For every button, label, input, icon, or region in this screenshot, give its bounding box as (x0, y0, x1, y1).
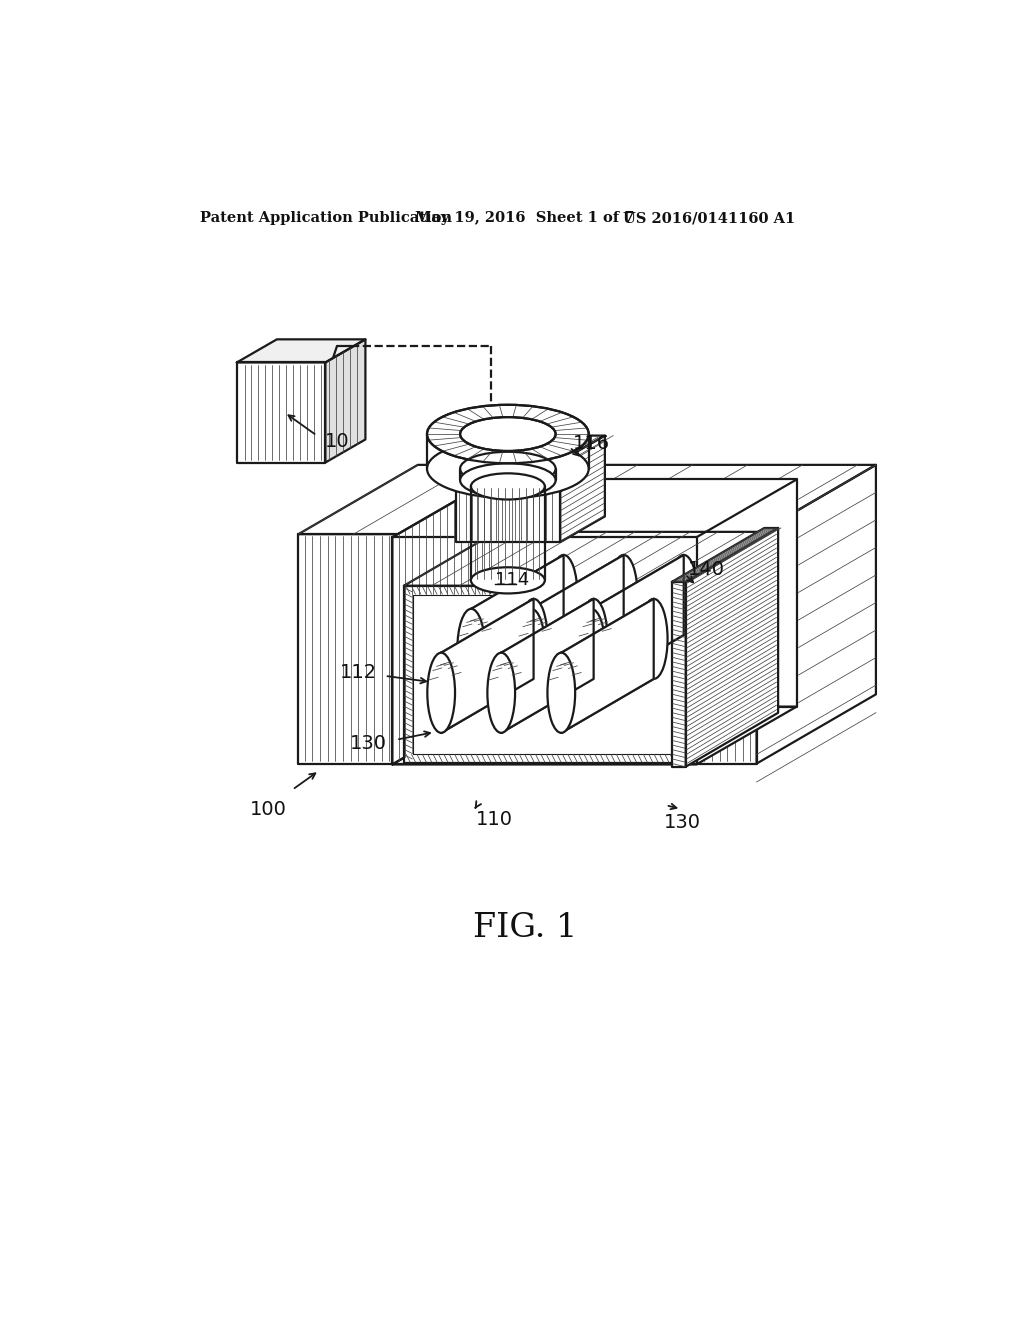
Polygon shape (493, 479, 797, 706)
Polygon shape (471, 554, 563, 689)
Ellipse shape (550, 554, 578, 635)
Polygon shape (403, 586, 681, 763)
Ellipse shape (471, 568, 545, 594)
Ellipse shape (640, 599, 668, 678)
Polygon shape (560, 436, 605, 543)
Ellipse shape (460, 417, 556, 451)
Polygon shape (591, 554, 684, 689)
Ellipse shape (517, 609, 545, 689)
Polygon shape (392, 479, 493, 764)
Polygon shape (672, 528, 778, 582)
Text: 130: 130 (664, 813, 700, 832)
Text: US 2016/0141160 A1: US 2016/0141160 A1 (624, 211, 796, 226)
Text: May 19, 2016  Sheet 1 of 7: May 19, 2016 Sheet 1 of 7 (416, 211, 635, 226)
Polygon shape (456, 436, 605, 461)
Ellipse shape (610, 554, 638, 635)
Ellipse shape (427, 440, 589, 498)
Ellipse shape (458, 609, 485, 689)
Polygon shape (441, 599, 534, 733)
Ellipse shape (460, 463, 556, 498)
Polygon shape (456, 461, 560, 543)
Text: 112: 112 (340, 663, 377, 682)
Polygon shape (403, 532, 773, 586)
Polygon shape (413, 595, 672, 754)
Ellipse shape (427, 405, 589, 463)
Ellipse shape (471, 474, 545, 499)
Text: 140: 140 (688, 560, 725, 579)
Polygon shape (561, 599, 653, 733)
Polygon shape (298, 465, 876, 535)
Ellipse shape (578, 609, 605, 689)
Polygon shape (237, 363, 326, 462)
Text: 100: 100 (250, 800, 287, 818)
Polygon shape (531, 554, 624, 689)
Text: 110: 110 (475, 809, 513, 829)
Polygon shape (501, 599, 594, 733)
Polygon shape (681, 532, 773, 763)
Ellipse shape (460, 451, 556, 486)
Ellipse shape (427, 653, 455, 733)
Text: 130: 130 (350, 734, 387, 754)
Ellipse shape (487, 653, 515, 733)
Text: 116: 116 (572, 434, 609, 453)
Ellipse shape (548, 653, 575, 733)
Polygon shape (326, 339, 366, 462)
Polygon shape (298, 535, 757, 763)
Polygon shape (392, 706, 797, 764)
Ellipse shape (670, 554, 697, 635)
Polygon shape (672, 582, 686, 767)
Ellipse shape (520, 599, 548, 678)
Ellipse shape (580, 599, 607, 678)
Text: 114: 114 (495, 572, 529, 589)
Text: Patent Application Publication: Patent Application Publication (200, 211, 452, 226)
Polygon shape (757, 465, 876, 763)
Polygon shape (686, 528, 778, 767)
Text: 10: 10 (325, 432, 349, 451)
Polygon shape (237, 339, 366, 363)
Text: FIG. 1: FIG. 1 (473, 912, 577, 944)
